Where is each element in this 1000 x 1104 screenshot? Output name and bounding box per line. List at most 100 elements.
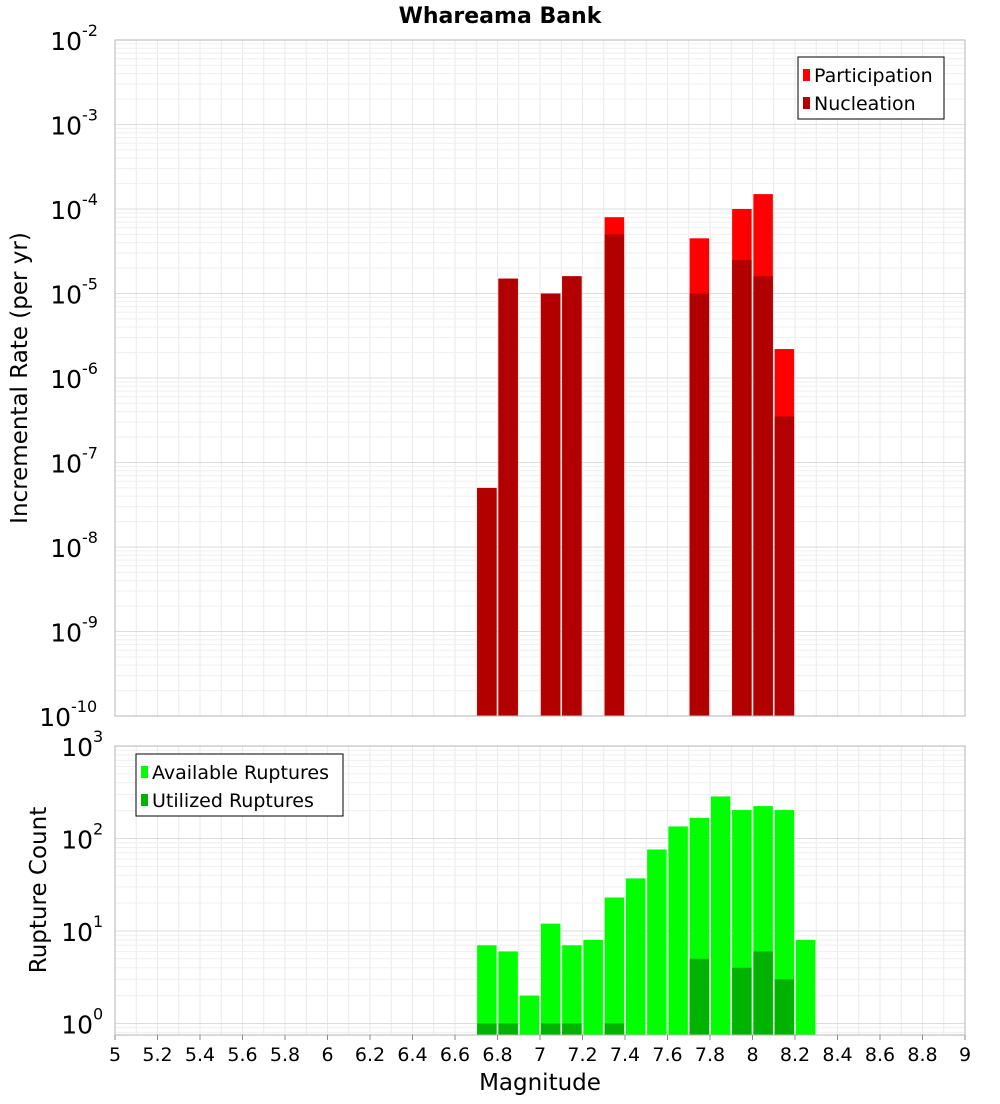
bottom-bar-available-ruptures [774,810,795,1035]
x-tick-label: 8.2 [780,1044,810,1066]
top-bar-nucleation [753,276,773,716]
x-tick-label: 6.6 [440,1044,470,1066]
x-tick-label: 7.8 [695,1044,725,1066]
top-y-tick-exponent: -4 [82,190,98,209]
top-y-tick-label: 10 [50,281,82,310]
bottom-bar-utilized-ruptures [753,951,773,1035]
bottom-y-tick-label: 10 [61,733,93,762]
top-bar-nucleation [689,293,710,716]
top-y-axis-label: Incremental Rate (per yr) [7,232,33,524]
top-legend-swatch [803,69,810,81]
top-bar-nucleation [562,276,582,716]
top-y-tick-exponent: -9 [82,613,98,632]
x-tick-label: 6.2 [355,1044,385,1066]
bottom-bar-available-ruptures [647,849,667,1035]
bottom-series-b [477,951,795,1035]
bottom-y-tick-exponent: 2 [93,819,103,838]
bottom-y-tick-label: 10 [61,825,93,854]
bottom-bar-available-ruptures [498,951,518,1035]
top-y-tick-label: 10 [50,450,82,479]
top-legend-box [797,56,945,120]
bottom-bar-available-ruptures [562,945,582,1035]
bottom-legend-swatch [141,794,148,806]
top-y-tick-label: 10 [39,703,71,732]
top-y-tick-exponent: -5 [82,275,98,294]
bottom-bar-available-ruptures [583,939,603,1035]
bottom-legend: Available Ruptures Utilized Ruptures [135,753,344,817]
top-y-tick-exponent: -3 [82,106,98,125]
bottom-bar-utilized-ruptures [774,979,795,1035]
bottom-bar-available-ruptures [540,923,561,1035]
top-y-tick-label: 10 [50,365,82,394]
bottom-bar-available-ruptures [710,796,731,1035]
x-tick-label: 5.8 [270,1044,300,1066]
bottom-y-tick-exponent: 1 [93,912,103,931]
top-series-b [477,234,795,717]
x-tick-label: 8.6 [865,1044,895,1066]
bottom-y-tick-label: 10 [61,918,93,947]
x-tick-label: 8.4 [822,1044,852,1066]
top-legend-swatch [803,97,810,109]
top-gridlines [114,39,966,717]
top-y-tick-label: 10 [50,112,82,141]
x-tick-label: 6.4 [397,1044,427,1066]
x-tick-label: 5.4 [185,1044,215,1066]
x-tick-label: 7 [534,1044,546,1066]
bottom-bar-available-ruptures [604,897,625,1035]
top-y-tick-label: 10 [50,534,82,563]
x-tick-label: 9 [959,1044,971,1066]
bottom-bar-utilized-ruptures [689,958,710,1035]
top-bar-nucleation [540,293,561,716]
bottom-bar-utilized-ruptures [562,1023,582,1035]
x-tick-label: 7.2 [567,1044,597,1066]
bottom-y-tick-label: 10 [61,1010,93,1039]
x-tick-label: 5.6 [227,1044,257,1066]
bottom-legend-label: Available Ruptures [152,762,329,784]
top-legend-label: Participation [814,65,933,87]
top-y-tick-label: 10 [50,27,82,56]
top-plot-frame [114,39,966,717]
bottom-bar-utilized-ruptures [498,1023,518,1035]
top-bar-nucleation [498,278,518,716]
top-y-tick-label: 10 [50,196,82,225]
bottom-bar-available-ruptures [795,939,816,1035]
bottom-legend-box [135,753,344,817]
bottom-y-tick-exponent: 3 [93,727,103,746]
bottom-bar-utilized-ruptures [540,1023,561,1035]
x-tick-label: 5.2 [142,1044,172,1066]
top-bar-nucleation [774,416,795,716]
top-bar-nucleation [477,487,497,716]
bottom-bar-utilized-ruptures [732,967,752,1035]
top-bar-nucleation [732,259,752,716]
x-tick-label: 5 [109,1044,121,1066]
x-tick-label: 7.4 [610,1044,640,1066]
top-y-tick-exponent: -8 [82,528,98,547]
x-tick-label: 7.6 [652,1044,682,1066]
x-axis-label: Magnitude [479,1070,601,1096]
bottom-bar-available-ruptures [519,995,540,1035]
top-y-tick-exponent: -6 [82,359,98,378]
bottom-bar-available-ruptures [625,878,646,1035]
x-tick-label: 6.8 [482,1044,512,1066]
x-tick-label: 8.8 [907,1044,937,1066]
top-y-tick-exponent: -7 [82,444,98,463]
top-bar-nucleation [604,234,625,717]
top-y-tick-label: 10 [50,619,82,648]
x-tick-label: 8 [746,1044,758,1066]
top-legend: Participation Nucleation [797,56,945,120]
top-legend-label: Nucleation [814,93,916,115]
top-y-tick-exponent: -10 [71,697,97,716]
top-y-tick-exponent: -2 [82,21,98,40]
bottom-bar-utilized-ruptures [604,1023,625,1035]
chart-title: Whareama Bank [399,4,603,29]
bottom-legend-swatch [141,766,148,778]
bottom-y-axis-label: Rupture Count [26,807,52,973]
x-tick-label: 6 [321,1044,333,1066]
bottom-bar-available-ruptures [668,826,688,1035]
bottom-legend-label: Utilized Ruptures [152,790,314,812]
bottom-bar-utilized-ruptures [477,1023,497,1035]
bottom-bar-available-ruptures [477,945,497,1035]
bottom-y-tick-exponent: 0 [93,1004,103,1023]
